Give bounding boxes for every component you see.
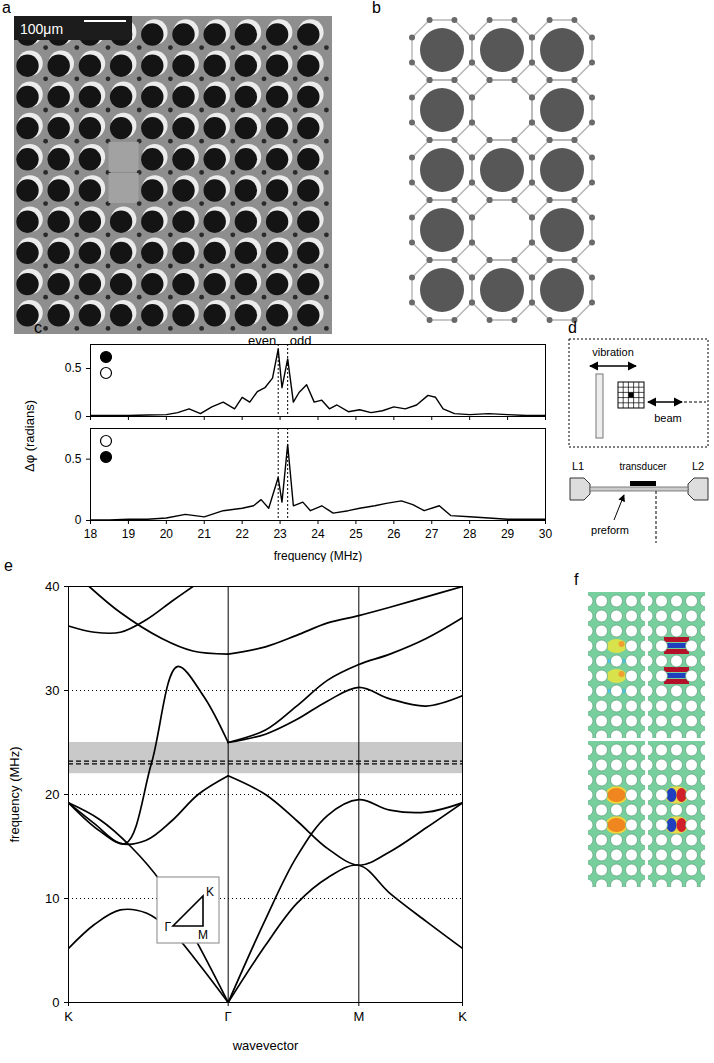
- svg-text:0.5: 0.5: [65, 452, 82, 466]
- html-text:Δφ (radians): Δφ (radians): [22, 400, 37, 472]
- svg-text:transducer: transducer: [619, 461, 667, 472]
- svg-text:frequency (MHz): frequency (MHz): [7, 746, 22, 842]
- svg-text:0: 0: [75, 513, 82, 527]
- svg-text:L1: L1: [572, 460, 584, 472]
- svg-text:24: 24: [311, 527, 325, 541]
- svg-text:M: M: [198, 928, 208, 942]
- svg-text:28: 28: [463, 527, 477, 541]
- html-text:d: d: [568, 319, 577, 336]
- svg-text:30: 30: [539, 527, 553, 541]
- svg-text:23: 23: [273, 527, 287, 541]
- svg-text:M: M: [353, 1009, 364, 1024]
- svg-text:0: 0: [75, 409, 82, 422]
- html-text:e: e: [4, 557, 13, 574]
- svg-text:0.5: 0.5: [65, 361, 82, 375]
- svg-text:27: 27: [425, 527, 439, 541]
- svg-text:22: 22: [235, 527, 249, 541]
- svg-text:K: K: [458, 1009, 467, 1024]
- svg-text:30: 30: [45, 683, 59, 698]
- svg-text:Γ: Γ: [164, 920, 171, 934]
- svg-text:K: K: [64, 1009, 73, 1024]
- svg-text:frequency (MHz): frequency (MHz): [274, 549, 363, 563]
- svg-text:beam: beam: [654, 412, 682, 424]
- svg-text:25: 25: [349, 527, 363, 541]
- svg-text:20: 20: [160, 527, 174, 541]
- svg-text:vibration: vibration: [592, 346, 634, 358]
- html-text:b: b: [372, 0, 381, 16]
- svg-text:26: 26: [387, 527, 401, 541]
- svg-text:18: 18: [84, 527, 98, 541]
- svg-text:0: 0: [52, 995, 59, 1010]
- svg-text:Γ: Γ: [225, 1009, 232, 1024]
- html-text:a: a: [2, 0, 11, 16]
- svg-text:wavevector: wavevector: [232, 1038, 299, 1053]
- svg-text:L2: L2: [692, 460, 704, 472]
- svg-text:29: 29: [501, 527, 515, 541]
- svg-text:K: K: [206, 885, 214, 899]
- svg-text:odd: odd: [290, 333, 312, 348]
- svg-text:19: 19: [122, 527, 136, 541]
- html-text:f: f: [574, 571, 579, 588]
- html-text:c: c: [34, 319, 42, 336]
- svg-text:10: 10: [45, 891, 59, 906]
- svg-text:21: 21: [198, 527, 212, 541]
- svg-text:40: 40: [45, 579, 59, 594]
- svg-text:100μm: 100μm: [20, 21, 63, 37]
- svg-text:even: even: [248, 333, 276, 348]
- svg-text:preform: preform: [591, 524, 629, 536]
- svg-text:20: 20: [45, 787, 59, 802]
